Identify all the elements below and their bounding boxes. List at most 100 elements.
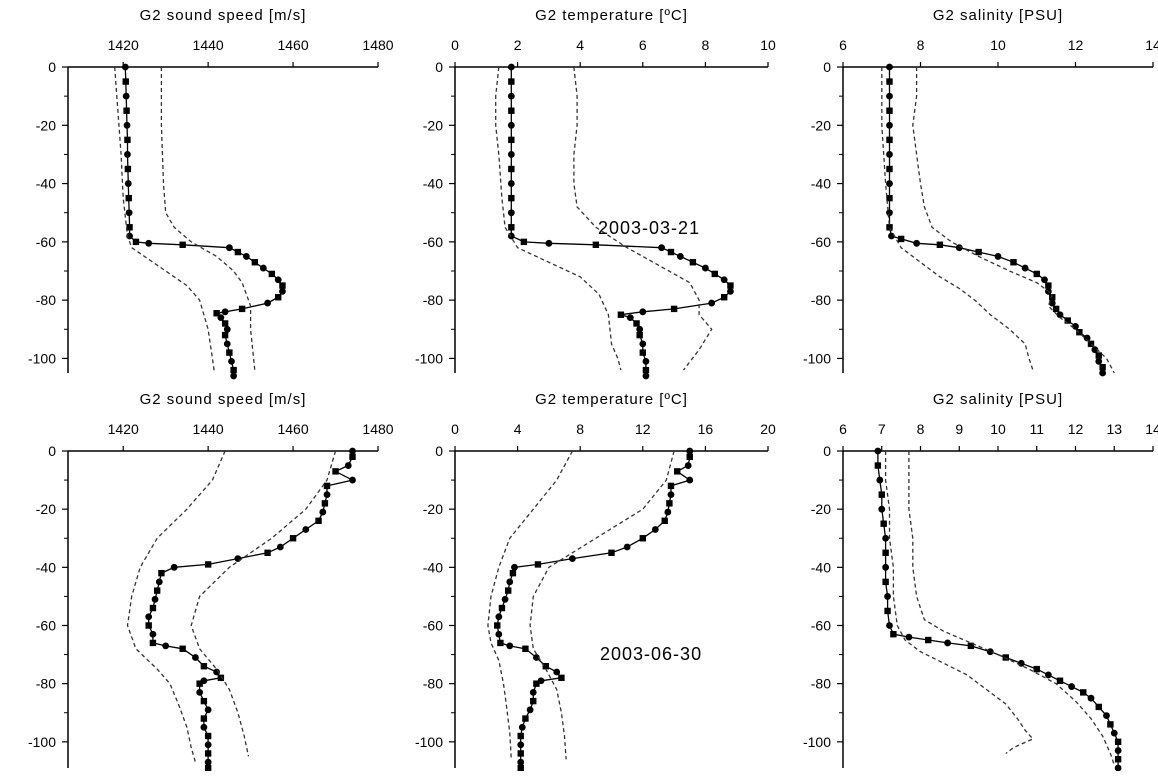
x-tick-label: 7 <box>878 421 886 437</box>
x-tick-label: 4 <box>514 421 522 437</box>
date-label: 2003-06-30 <box>600 644 702 664</box>
data-point <box>664 508 672 516</box>
y-tick-label: 0 <box>435 443 443 459</box>
y-tick-label: -100 <box>803 350 831 366</box>
data-point <box>874 447 882 455</box>
data-point <box>221 331 229 339</box>
data-point <box>882 563 890 571</box>
data-point <box>279 288 286 295</box>
data-point <box>200 715 208 722</box>
panel-title: G2 salinity [PSU] <box>933 391 1063 408</box>
data-point <box>213 310 220 317</box>
data-point <box>1107 721 1114 728</box>
data-point <box>994 253 1002 260</box>
data-point <box>1064 317 1071 324</box>
x-tick-label: 10 <box>990 421 1006 437</box>
data-point <box>667 482 675 490</box>
data-point <box>204 750 212 757</box>
data-point <box>498 604 506 612</box>
data-point <box>608 549 615 556</box>
data-point <box>1091 346 1099 354</box>
data-point <box>1114 747 1122 754</box>
data-point <box>636 331 643 339</box>
data-point <box>720 294 728 301</box>
data-point <box>228 357 235 365</box>
x-tick-label: 1480 <box>362 421 393 437</box>
data-point <box>686 476 694 484</box>
data-point <box>651 526 659 533</box>
y-tick-label: -40 <box>423 559 443 575</box>
data-point <box>145 622 152 629</box>
data-point <box>545 239 553 247</box>
data-point <box>204 758 212 766</box>
x-tick-label: 1420 <box>108 37 139 53</box>
data-point <box>217 314 225 322</box>
data-point <box>1068 683 1076 690</box>
data-point <box>1056 311 1064 319</box>
y-tick-label: -40 <box>36 176 56 192</box>
data-point <box>149 639 157 647</box>
data-point <box>913 239 921 247</box>
envelope-line <box>487 450 573 760</box>
x-tick-label: 8 <box>576 421 584 437</box>
x-tick-label: 9 <box>955 421 963 437</box>
data-point <box>508 107 515 114</box>
envelope-line <box>495 66 622 371</box>
data-point <box>925 636 932 644</box>
panel-4: G2 sound speed [m/s]1420 1440 1460 1480 0 -20… <box>28 391 394 772</box>
y-tick-label: -100 <box>803 734 831 750</box>
data-point <box>905 633 913 641</box>
data-point <box>684 462 692 469</box>
data-point <box>517 741 525 749</box>
data-point <box>238 305 246 313</box>
data-point <box>155 578 163 586</box>
y-tick-label: -80 <box>36 676 56 692</box>
profile-line <box>124 66 284 376</box>
data-point <box>123 121 131 129</box>
y-tick-label: 0 <box>823 59 831 75</box>
y-tick-label: -20 <box>423 501 443 517</box>
panel-2: G2 temperature [ºC] 0 2 4 6 8 10 0 -20 -40 -60 -80 -… <box>415 7 776 380</box>
data-point <box>890 631 897 638</box>
data-point <box>251 259 259 266</box>
data-point <box>179 241 186 248</box>
data-point <box>1095 352 1102 359</box>
x-tick-label: 8 <box>917 37 925 53</box>
y-tick-label: -80 <box>811 292 831 308</box>
data-point <box>522 645 529 652</box>
data-point <box>708 299 716 307</box>
data-point <box>495 613 503 621</box>
data-point <box>878 505 886 513</box>
data-point <box>727 288 734 295</box>
data-point <box>1099 369 1107 377</box>
data-point <box>886 165 893 173</box>
data-point <box>878 491 885 498</box>
data-point <box>529 688 537 696</box>
y-tick-label: -80 <box>423 676 443 692</box>
data-point <box>1087 694 1095 702</box>
data-point <box>264 299 271 307</box>
data-point <box>1114 764 1122 772</box>
data-point <box>1049 294 1056 301</box>
data-point <box>880 520 887 527</box>
y-tick-label: 0 <box>48 443 56 459</box>
y-tick-label: -40 <box>423 176 443 192</box>
data-point <box>217 674 225 682</box>
data-point <box>1103 712 1110 720</box>
data-point <box>204 732 212 740</box>
x-tick-label: 0 <box>451 421 459 437</box>
data-point <box>642 366 650 374</box>
data-point <box>501 595 509 603</box>
data-point <box>667 248 675 256</box>
data-point <box>204 764 212 772</box>
data-point <box>497 639 504 647</box>
panel-1: G2 sound speed [m/s]1420 1440 1460 1480 0 -20… <box>28 7 394 380</box>
data-point <box>676 253 684 260</box>
x-tick-label: 10 <box>760 37 776 53</box>
data-point <box>223 325 231 333</box>
data-point <box>533 680 540 687</box>
y-tick-label: -100 <box>28 350 56 366</box>
x-tick-label: 2 <box>514 37 522 53</box>
data-point <box>507 121 515 129</box>
x-tick-label: 1440 <box>193 37 224 53</box>
